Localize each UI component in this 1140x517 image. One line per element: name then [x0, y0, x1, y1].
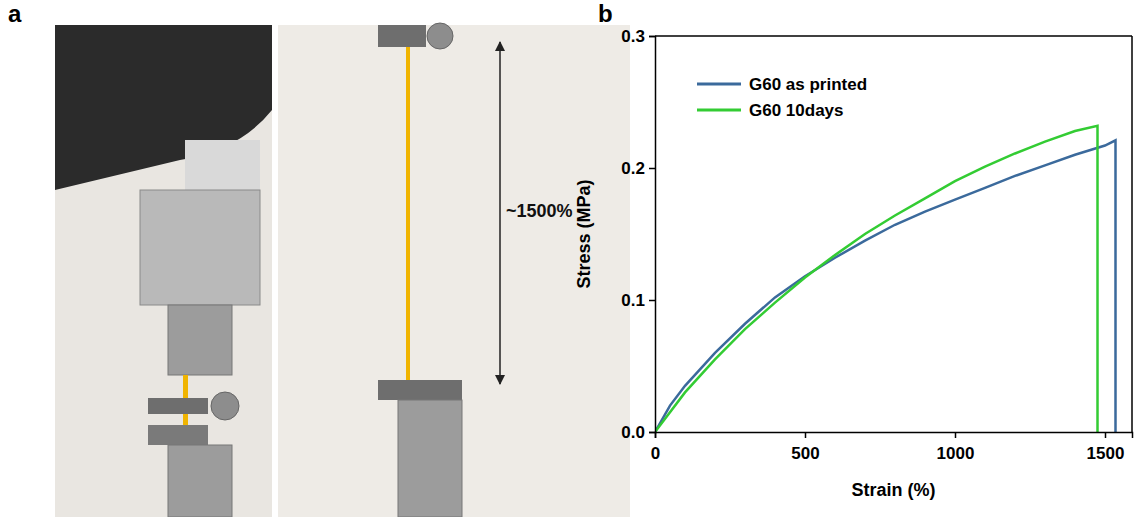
y-tick-mark: [649, 300, 655, 302]
load-cell: [140, 190, 260, 305]
panel-label: a: [8, 0, 22, 27]
y-tick-mark: [649, 432, 655, 434]
legend-swatch: [697, 83, 741, 86]
figure: ~1500% a b 0 500 1000 1500 0.0 0.1 0.2 0.3 Strain (…: [0, 0, 1140, 517]
y-tick: 0.3: [621, 27, 655, 46]
load-cell-label: [185, 140, 260, 190]
y-tick: 0.1: [621, 291, 655, 310]
bottom-jaw: [378, 380, 462, 400]
x-tick-label: 1000: [937, 444, 975, 463]
y-tick-label: 0.0: [621, 423, 645, 442]
series-line: [655, 140, 1116, 432]
axis-line: [656, 433, 1133, 439]
length-arrow: [499, 42, 501, 384]
y-tick-mark: [649, 168, 655, 170]
y-tick: 0.2: [621, 159, 655, 178]
plot-area: [655, 126, 1116, 432]
x-tick-label: 0: [651, 444, 660, 463]
legend: G60 as printed G60 10days: [697, 75, 867, 120]
y-tick-label: 0.1: [621, 291, 645, 310]
y-axis: 0.0 0.1 0.2 0.3: [621, 27, 655, 442]
annotation: ~1500%: [506, 201, 573, 221]
x-axis: 0 500 1000 1500: [651, 432, 1133, 463]
legend-swatch: [697, 109, 741, 112]
x-tick-mark: [1105, 432, 1107, 438]
jaw-knob: [211, 392, 239, 420]
y-tick: 0.0: [621, 423, 655, 442]
y-axis-title: Stress (MPa): [574, 179, 594, 288]
x-tick: 1000: [937, 432, 975, 463]
frame-top: [655, 35, 1132, 37]
legend-entry: G60 10days: [697, 101, 844, 120]
x-tick: 1500: [1087, 432, 1125, 463]
photo-left: [55, 25, 272, 517]
photo-panel: ~1500%: [55, 23, 630, 517]
machine-body: [55, 25, 272, 190]
lower-jaw: [148, 425, 208, 445]
lower-grip: [168, 445, 232, 517]
legend-entry: G60 as printed: [697, 75, 867, 94]
x-tick-mark: [805, 432, 807, 438]
frame-right: [1131, 36, 1133, 432]
x-tick-label: 500: [791, 444, 819, 463]
top-knob: [427, 23, 453, 49]
axis-line: [649, 37, 656, 433]
top-jaw: [378, 25, 426, 47]
x-tick-label: 1500: [1087, 444, 1125, 463]
panel-label: b: [598, 0, 613, 27]
legend-label: G60 as printed: [749, 75, 867, 94]
sample-long: [406, 40, 410, 390]
y-tick-mark: [649, 36, 655, 38]
x-tick: 500: [791, 432, 819, 463]
series-line: [655, 126, 1098, 432]
upper-jaw: [148, 398, 208, 414]
x-axis-title: Strain (%): [851, 480, 935, 500]
bottom-grip: [398, 400, 462, 517]
x-tick: 0: [651, 432, 660, 463]
y-tick-label: 0.3: [621, 27, 645, 46]
chart: 0 500 1000 1500 0.0 0.1 0.2 0.3 Strain (%) Stress…: [574, 27, 1133, 500]
y-tick-label: 0.2: [621, 159, 645, 178]
legend-label: G60 10days: [749, 101, 844, 120]
upper-grip: [168, 305, 232, 375]
x-tick-mark: [955, 432, 957, 438]
photo-right: [278, 25, 630, 517]
